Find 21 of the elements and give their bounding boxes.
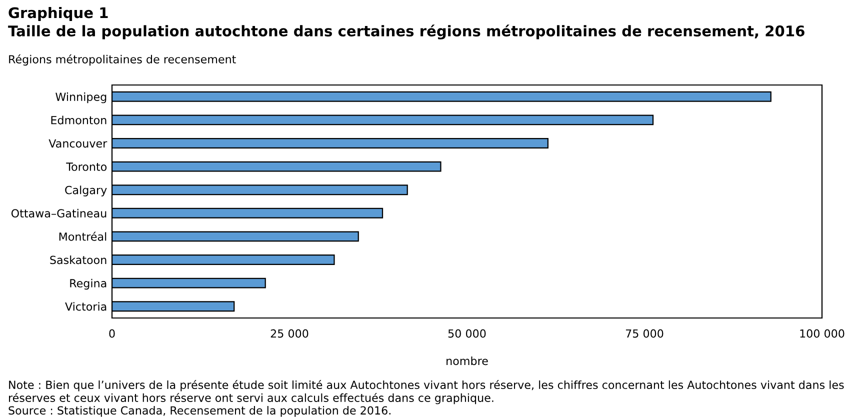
y-tick-label: Regina	[70, 278, 106, 290]
y-tick-label: Montréal	[59, 232, 106, 241]
y-tick-label: Winnipeg	[56, 92, 106, 104]
x-tick-label: 75 000	[626, 329, 664, 338]
x-tick-label: 0	[109, 329, 115, 338]
x-tick-label: 100 000	[800, 329, 844, 338]
y-axis-title: Régions métropolitaines de recensement	[9, 54, 236, 66]
x-axis-title: nombre	[446, 356, 488, 366]
text: Note : Bien que l’univers de la présente étude soit limité aux Autochtones vivant hors réserve, les chiffres concernant les Autochtones vivant dans les réserves et ceux vivant hors réserve ont servi aux calculs effectués dans ce graphique.	[9, 380, 844, 404]
y-tick-label: Victoria	[65, 302, 106, 311]
source-note: Source : Statistique Canada, Recensement de la population de 2016.	[8, 406, 390, 417]
y-tick-label: Edmonton	[51, 116, 106, 124]
x-tick-label: 25 000	[270, 329, 308, 338]
y-tick-label: Calgary	[65, 186, 107, 196]
y-tick-label: Saskatoon	[50, 256, 106, 264]
y-tick-label: Toronto	[66, 162, 107, 171]
y-tick-label: Ottawa–Gatineau	[11, 208, 106, 218]
y-tick-label: Vancouver	[48, 139, 108, 148]
chart-subtitle: Taille de la population autochtone dans certaines régions métropolitaines de recensement, 2016	[8, 24, 804, 40]
x-tick-label: 50 000	[448, 329, 486, 338]
chart-title: Graphique 1	[8, 6, 108, 22]
